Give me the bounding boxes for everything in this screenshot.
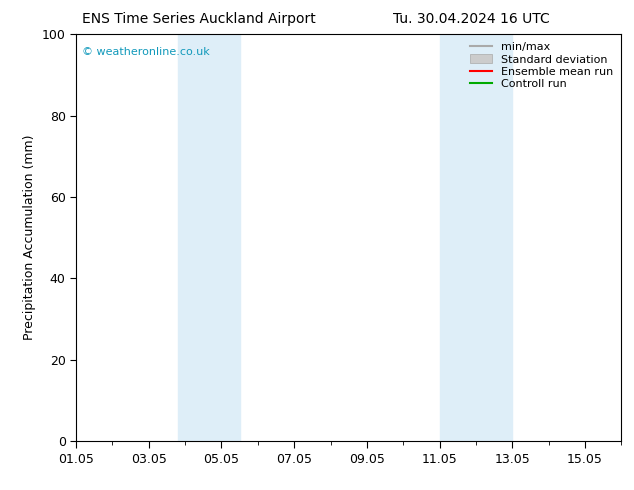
Y-axis label: Precipitation Accumulation (mm): Precipitation Accumulation (mm): [23, 135, 36, 341]
Bar: [204, 34, 240, 441]
Bar: [178, 34, 204, 441]
Text: © weatheronline.co.uk: © weatheronline.co.uk: [82, 47, 209, 56]
Legend: min/max, Standard deviation, Ensemble mean run, Controll run: min/max, Standard deviation, Ensemble me…: [468, 40, 616, 92]
Bar: [469, 34, 512, 441]
Bar: [439, 34, 469, 441]
Text: Tu. 30.04.2024 16 UTC: Tu. 30.04.2024 16 UTC: [393, 12, 550, 26]
Text: ENS Time Series Auckland Airport: ENS Time Series Auckland Airport: [82, 12, 316, 26]
